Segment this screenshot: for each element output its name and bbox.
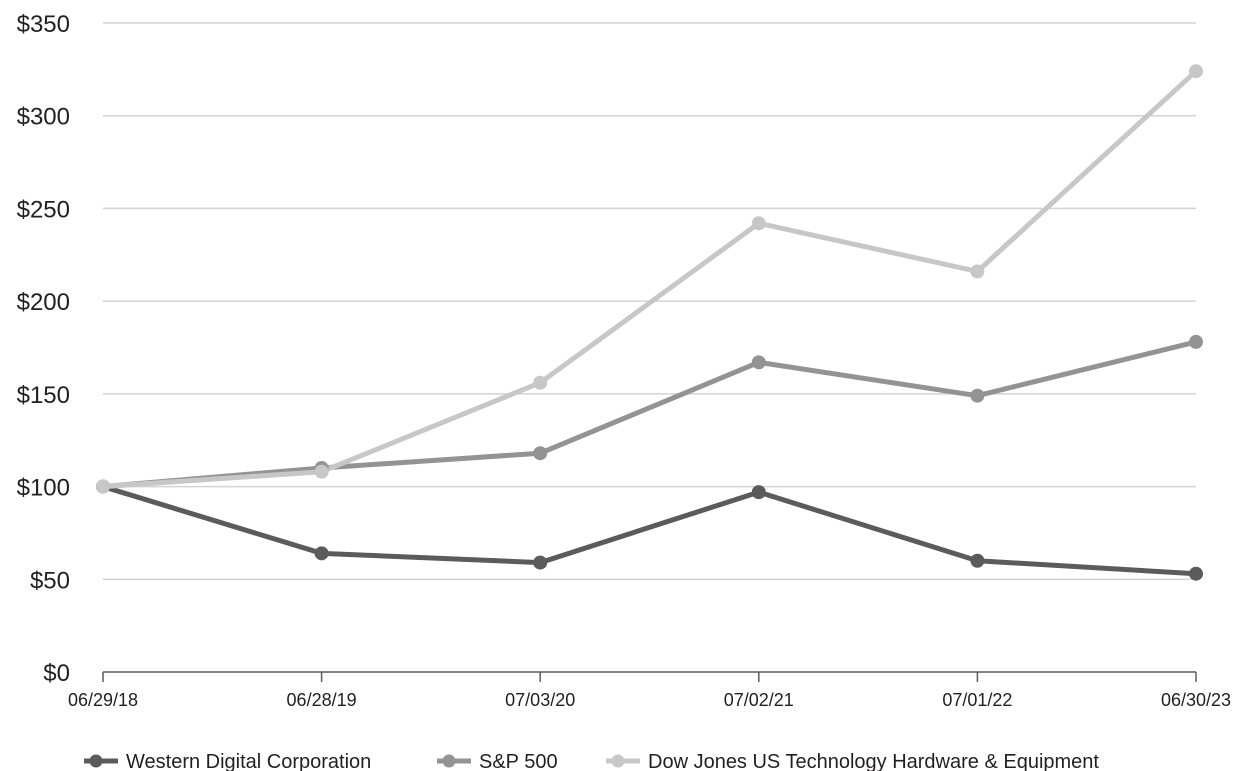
data-point: [533, 375, 548, 390]
y-tick-label: $300: [17, 104, 70, 131]
x-tick-label: 07/03/20: [505, 690, 575, 710]
y-tick-label: $250: [17, 196, 70, 223]
x-tick-label: 07/02/21: [724, 690, 794, 710]
x-tick-label: 06/30/23: [1161, 690, 1231, 710]
series-lines: [102, 69, 1198, 577]
data-point: [970, 388, 985, 403]
data-point: [1189, 334, 1203, 349]
data-point: [1189, 566, 1203, 581]
grid-lines: [103, 22, 1196, 581]
series-line-1: [102, 339, 1197, 490]
x-tick-label: 07/01/22: [942, 690, 1012, 710]
data-point: [751, 485, 766, 500]
x-tick-label: 06/29/18: [68, 690, 138, 710]
data-point: [533, 446, 548, 461]
series-line-0: [102, 484, 1197, 577]
legend: Western Digital Corporation S&P 500 Dow Jo…: [84, 751, 1099, 771]
y-tick-label: $150: [17, 382, 70, 409]
y-tick-label: $100: [17, 475, 70, 502]
legend-label: Dow Jones US Technology Hardware & Equip…: [648, 751, 1099, 771]
legend-swatch-marker: [611, 754, 625, 768]
legend-swatch-marker: [442, 754, 456, 768]
data-point: [533, 555, 548, 570]
data-point: [751, 216, 766, 231]
data-point: [970, 264, 985, 279]
data-point: [96, 479, 110, 494]
data-point: [314, 464, 329, 479]
data-point: [1189, 64, 1203, 79]
data-point: [314, 546, 329, 561]
legend-label: Western Digital Corporation: [126, 751, 371, 771]
series-line-2: [102, 69, 1198, 490]
legend-label: S&P 500: [479, 751, 558, 771]
data-point: [751, 355, 766, 370]
y-axis: $0 $50 $100 $150 $200 $250 $300 $350: [17, 11, 70, 687]
legend-swatch-marker: [89, 754, 103, 768]
y-tick-label: $350: [17, 11, 70, 38]
data-point: [970, 553, 985, 568]
x-tick-label: 06/28/19: [287, 690, 357, 710]
series-points: [96, 64, 1203, 581]
y-tick-label: $0: [43, 660, 70, 687]
y-tick-label: $50: [30, 567, 70, 594]
x-axis: 06/29/18 06/28/19 07/03/20 07/02/21 07/01/22…: [68, 671, 1231, 710]
y-tick-label: $200: [17, 289, 70, 316]
